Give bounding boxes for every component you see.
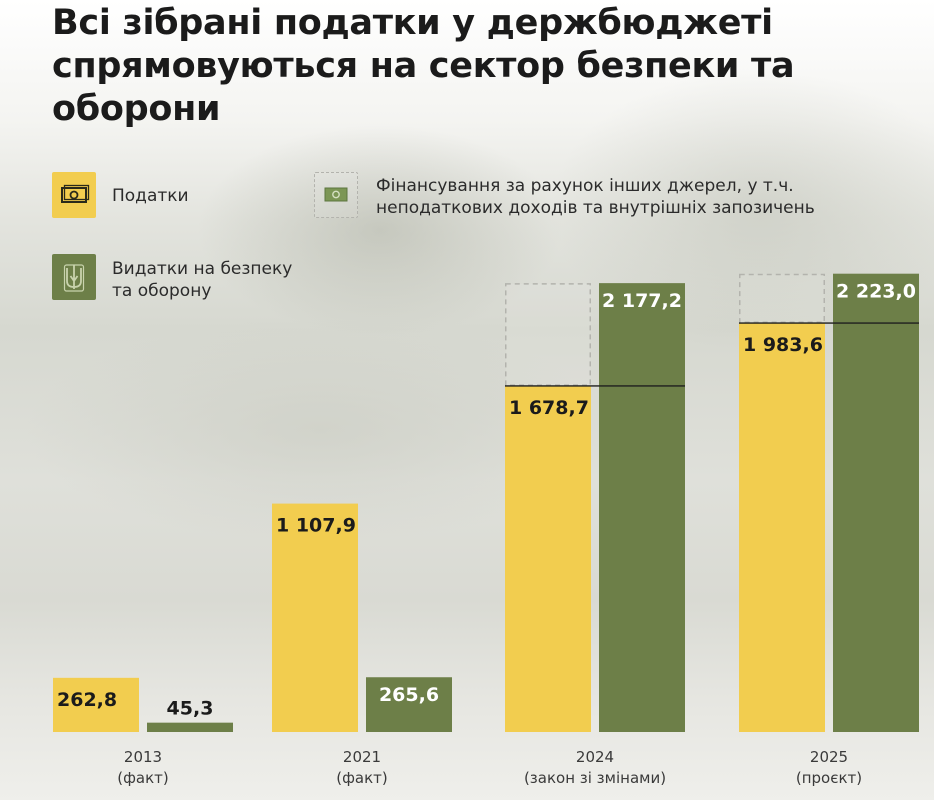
legend-defense-swatch [52,254,96,300]
x-tick-year-2021: 2021 [343,748,381,766]
taxes-value-label-2013: 262,8 [57,689,117,711]
x-tick-note-2025: (проєкт) [796,769,862,787]
taxes-bar-2013 [53,677,139,732]
legend-other-line-2: неподаткових доходів та внутрішніх запоз… [376,198,815,218]
legend-defense-line-1: Видатки на безпеку [112,259,293,279]
taxes-bar-2025 [739,323,825,732]
trident-icon [63,264,85,292]
defense-value-label-2024: 2 177,2 [602,290,682,312]
x-tick-note-2021: (факт) [336,769,388,787]
taxes-bar-2021 [272,503,358,732]
x-tick-note-2013: (факт) [117,769,169,787]
legend-defense-label: Видатки на безпеку та оборону [112,258,292,302]
banknote-icon [324,187,348,202]
defense-value-label-2025: 2 223,0 [836,281,916,303]
x-tick-year-2013: 2013 [124,748,162,766]
banknote-icon [61,184,90,203]
other-sources-bar-2024 [505,283,591,386]
legend-other-swatch [314,172,358,218]
x-tick-note-2024: (закон зі змінами) [524,769,666,787]
taxes-value-label-2021: 1 107,9 [276,515,356,537]
legend-other-line-1: Фінансування за рахунок інших джерел, у … [376,176,794,196]
defense-bar-2024 [599,283,685,732]
taxes-value-label-2024: 1 678,7 [509,397,589,419]
legend-other-label: Фінансування за рахунок інших джерел, у … [376,175,815,219]
other-sources-bar-2025 [739,273,825,324]
x-tick-year-2025: 2025 [810,748,848,766]
defense-bar-2021 [366,677,452,732]
x-tick-year-2024: 2024 [576,748,614,766]
chart-title: Всі зібрані податки у держбюджеті спрямо… [52,3,795,129]
legend-defense-line-2: та оборону [112,281,212,301]
defense-bar-2025 [833,273,919,732]
taxes-bar-2024 [505,385,591,732]
taxes-value-label-2025: 1 983,6 [743,334,823,356]
defense-bar-2013 [147,722,233,732]
defense-value-label-2013: 45,3 [167,698,214,720]
defense-value-label-2021: 265,6 [379,684,439,706]
legend-taxes-label: Податки [112,186,189,206]
legend-taxes-swatch [52,172,96,218]
